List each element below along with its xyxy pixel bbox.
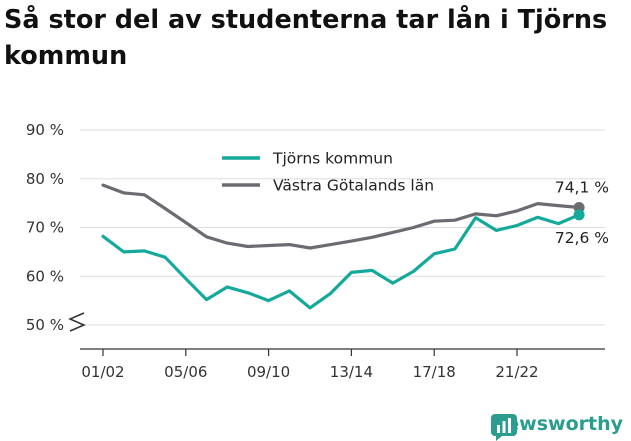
legend: Tjörns kommun Västra Götalands län (222, 150, 434, 195)
gridlines (80, 129, 605, 326)
end-labels: 72,6 % 74,1 % (555, 179, 609, 247)
series-line (101, 213, 581, 310)
series-lines (101, 183, 585, 310)
y-tick-label: 60 % (26, 267, 64, 285)
x-tick-label: 21/22 (495, 363, 538, 381)
x-tick-label: 01/02 (81, 363, 124, 381)
y-tick-label: 50 % (26, 316, 64, 334)
end-label-vg: 74,1 % (555, 179, 609, 197)
chart-title: Så stor del av studenterna tar lån i Tjö… (4, 5, 608, 71)
x-tick-label: 05/06 (164, 363, 207, 381)
x-axis: 01/02 05/06 09/10 13/14 17/18 21/22 (80, 348, 605, 381)
legend-label: Tjörns kommun (272, 150, 393, 168)
legend-label: Västra Götalands län (273, 177, 434, 195)
y-axis: 50 % 60 % 70 % 80 % 90 % (26, 121, 86, 334)
axis-break-marker (68, 312, 86, 332)
brand-name: Newsworthy (490, 413, 623, 435)
y-tick-label: 80 % (26, 170, 64, 188)
series-line (101, 183, 581, 250)
y-tick-label: 70 % (26, 219, 64, 237)
newsworthy-icon (491, 414, 518, 441)
brand-logo: Newsworthy (490, 413, 623, 441)
y-tick-label: 90 % (26, 121, 64, 139)
end-label-tjorn: 72,6 % (555, 229, 609, 247)
series-end-point (573, 209, 585, 221)
x-tick-label: 17/18 (413, 363, 456, 381)
x-tick-label: 13/14 (330, 363, 373, 381)
x-tick-label: 09/10 (247, 363, 290, 381)
